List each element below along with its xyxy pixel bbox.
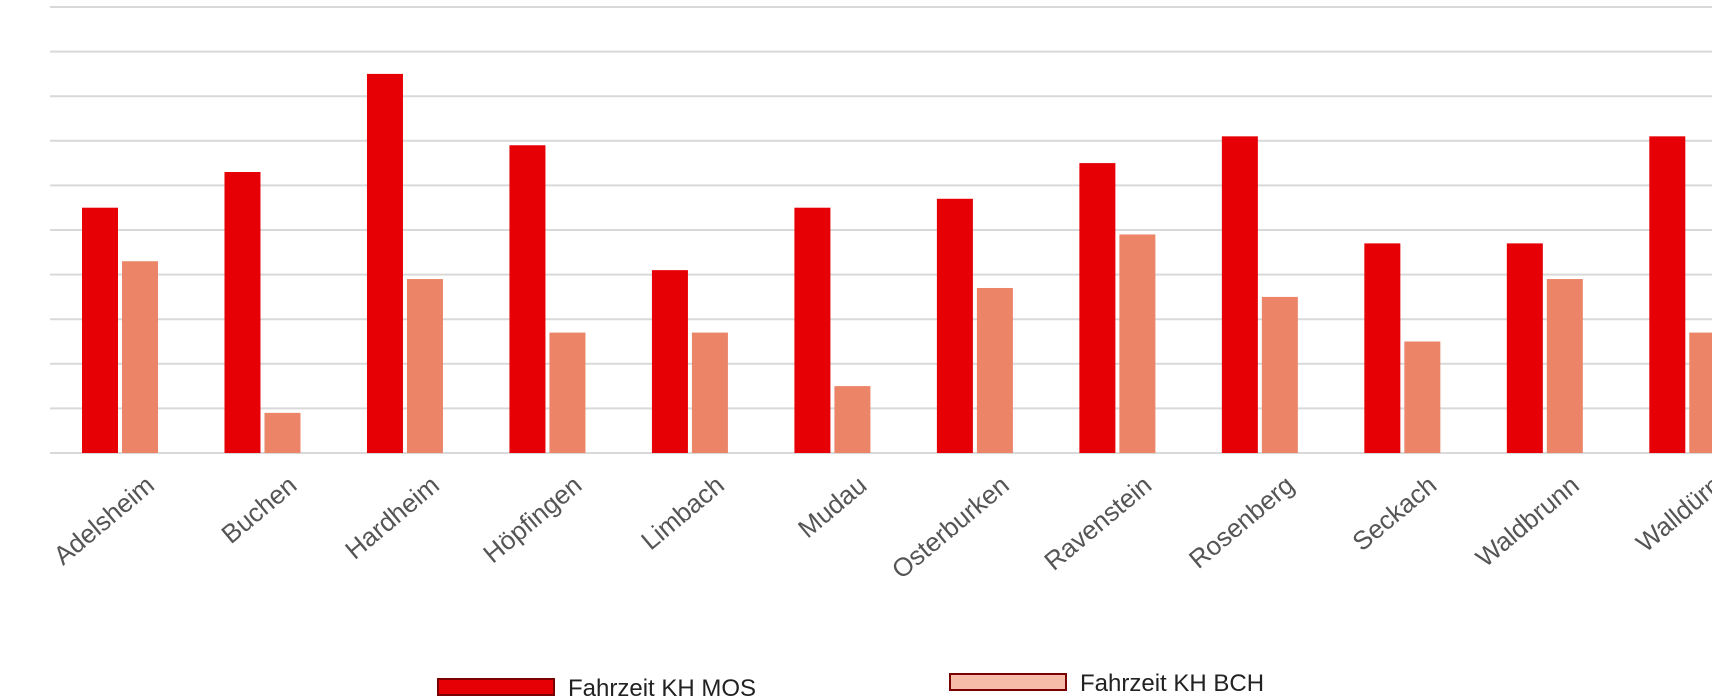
x-tick-label: Hardheim xyxy=(339,470,445,565)
legend-label-bch: Fahrzeit KH BCH xyxy=(1080,670,1264,697)
bar-bch-8 xyxy=(1261,296,1298,453)
bar-bch-9 xyxy=(1404,341,1441,453)
x-tick-label: Rosenberg xyxy=(1183,470,1300,575)
bar-mos-7 xyxy=(1079,163,1116,453)
x-tick-label: Mudau xyxy=(792,470,872,544)
bar-bch-2 xyxy=(406,279,443,453)
x-tick-label: Waldbrunn xyxy=(1470,470,1585,573)
bar-bch-11 xyxy=(1689,332,1712,453)
x-tick-label: Limbach xyxy=(635,470,730,556)
x-tick-label: Adelsheim xyxy=(48,470,160,571)
bar-bch-4 xyxy=(691,332,728,453)
x-tick-label: Seckach xyxy=(1347,470,1443,557)
gridlines xyxy=(50,6,1712,454)
bar-bch-1 xyxy=(264,412,301,453)
bar-bch-3 xyxy=(549,332,586,453)
x-axis-tick-labels: Adelsheim Buchen Hardheim Höpfingen Limbach M… xyxy=(48,470,1712,585)
bar-bch-10 xyxy=(1546,279,1583,453)
bar-mos-9 xyxy=(1364,243,1401,453)
legend: Fahrzeit KH MOS Fahrzeit KH BCH xyxy=(437,670,1264,697)
legend-swatch-mos xyxy=(437,678,555,696)
bar-mos-3 xyxy=(509,145,546,453)
legend-label-mos: Fahrzeit KH MOS xyxy=(568,675,756,697)
bar-bch-7 xyxy=(1119,234,1156,453)
bar-mos-2 xyxy=(366,73,403,454)
legend-swatch-bch xyxy=(949,673,1067,691)
x-tick-label: Höpfingen xyxy=(477,470,587,569)
x-tick-label: Ravenstein xyxy=(1038,470,1157,577)
bar-mos-11 xyxy=(1649,136,1686,453)
x-tick-label: Osterburken xyxy=(886,470,1015,585)
bar-mos-0 xyxy=(82,207,118,453)
bar-mos-1 xyxy=(224,172,261,453)
bar-bch-5 xyxy=(834,386,871,453)
bars xyxy=(82,73,1712,454)
bar-bch-6 xyxy=(976,287,1013,453)
bar-mos-5 xyxy=(794,207,831,453)
x-tick-label: Buchen xyxy=(216,470,303,550)
bar-mos-6 xyxy=(936,198,973,453)
x-tick-label: Walldürn xyxy=(1630,470,1712,558)
bar-mos-8 xyxy=(1221,136,1258,453)
bar-mos-4 xyxy=(651,270,688,453)
bar-bch-0 xyxy=(122,261,158,453)
bar-mos-10 xyxy=(1506,243,1543,453)
